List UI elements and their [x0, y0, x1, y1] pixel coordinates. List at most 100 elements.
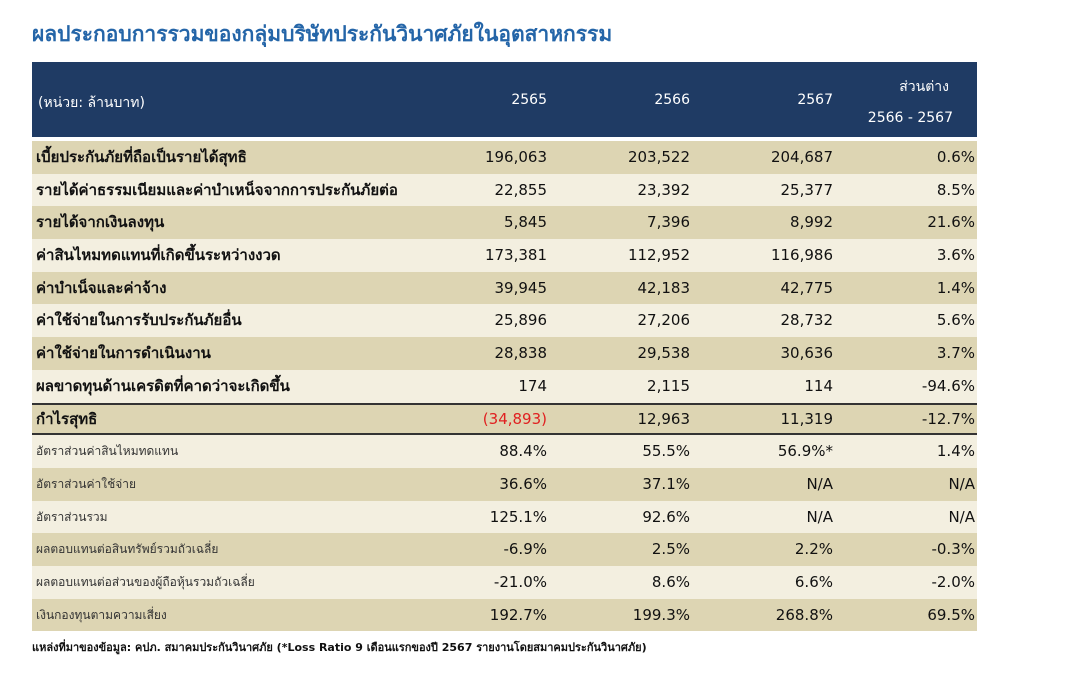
value-cell: 5,845 — [504, 213, 547, 232]
label-cell: กำไรสุทธิ — [36, 409, 98, 428]
value-cell: 1.4% — [936, 442, 975, 461]
table-row: ค่าใช้จ่ายในการรับประกันภัยอื่น 25,896 27,… — [32, 304, 977, 338]
value-cell: 204,687 — [770, 148, 833, 166]
value-cell: 3.6% — [936, 246, 975, 265]
table-row: ค่าสินไหมทดแทนที่เกิดขึ้นระหว่างงวด 173,3… — [32, 239, 977, 272]
value-cell: 8.6% — [651, 572, 690, 591]
value-cell: 56.9%* — [777, 442, 833, 461]
value-cell: 28,838 — [494, 344, 548, 363]
value-cell: 0.6% — [936, 148, 975, 166]
value-cell: -2.0% — [931, 572, 975, 591]
value-cell: -6.9% — [503, 540, 547, 559]
label-cell: อัตราส่วนค่าใช้จ่าย — [36, 476, 137, 491]
value-cell: 5.6% — [936, 311, 975, 330]
header-cell: ส่วนต่าง — [899, 79, 949, 95]
label-cell: อัตราส่วนรวม — [36, 509, 108, 524]
label-cell: ผลตอบแทนต่อส่วนของผู้ถือหุ้นรวมถัวเฉลี่ย — [36, 574, 255, 589]
value-cell: 8,992 — [790, 213, 833, 232]
label-cell: ค่าใช้จ่ายในการรับประกันภัยอื่น — [36, 311, 242, 330]
value-cell: -12.7% — [921, 409, 975, 428]
value-cell: 27,206 — [637, 311, 691, 330]
value-cell: -21.0% — [493, 572, 547, 591]
value-cell: 28,732 — [780, 311, 834, 330]
value-cell: 192.7% — [489, 605, 547, 624]
value-cell: -94.6% — [921, 376, 975, 395]
label-cell: เงินกองทุนตามความเสี่ยง — [36, 607, 167, 622]
table-row: ผลตอบแทนต่อส่วนของผู้ถือหุ้นรวมถัวเฉลี่ย… — [32, 565, 977, 599]
table-header: (หน่วย: ล้านบาท) 2565 2566 2567 ส่วนต่าง… — [32, 62, 977, 137]
label-cell: ค่าบำเน็จและค่าจ้าง — [36, 278, 167, 297]
table-row: เงินกองทุนตามความเสี่ยง 192.7% 199.3% 268.8… — [32, 598, 977, 632]
value-cell: 2,115 — [647, 376, 690, 395]
value-cell: N/A — [806, 507, 833, 526]
value-cell: 114 — [804, 376, 833, 395]
table-row: เบี้ยประกันภัยที่ถือเป็นรายได้สุทธิ 196,0… — [32, 141, 977, 174]
label-cell: ผลตอบแทนต่อสินทรัพย์รวมถัวเฉลี่ย — [36, 542, 219, 557]
value-cell: 37.1% — [642, 474, 690, 493]
value-cell: 196,063 — [484, 148, 547, 166]
table-body: เบี้ยประกันภัยที่ถือเป็นรายได้สุทธิ 196,0… — [32, 141, 977, 632]
value-cell: 12,963 — [637, 409, 691, 428]
label-cell: เบี้ยประกันภัยที่ถือเป็นรายได้สุทธิ — [36, 148, 247, 166]
value-cell: 21.6% — [927, 213, 975, 232]
value-cell: 268.8% — [775, 605, 833, 624]
value-cell: 88.4% — [499, 442, 547, 461]
value-cell: -0.3% — [931, 540, 975, 559]
table-row: รายได้จากเงินลงทุน 5,845 7,396 8,992 21.6% — [32, 206, 977, 240]
value-cell: 55.5% — [642, 442, 690, 461]
value-cell: 6.6% — [794, 572, 833, 591]
value-cell: 3.7% — [936, 344, 975, 363]
value-cell: 22,855 — [494, 180, 548, 199]
table-row: กำไรสุทธิ (34,893) 12,963 11,319 -12.7% — [32, 402, 977, 436]
value-cell: 174 — [518, 376, 547, 395]
table-row: อัตราส่วนค่าสินไหมทดแทน 88.4% 55.5% 56.9%* 1… — [32, 435, 977, 468]
table-row: อัตราส่วนรวม 125.1% 92.6% N/A N/A — [32, 500, 977, 534]
footnote: แหล่งที่มาของข้อมูล: คปภ. สมาคมประกันวิน… — [32, 641, 647, 654]
table: (หน่วย: ล้านบาท) 2565 2566 2567 ส่วนต่าง… — [32, 62, 977, 632]
value-cell: 199.3% — [632, 605, 690, 624]
value-cell: N/A — [948, 474, 975, 493]
value-cell: 8.5% — [936, 180, 975, 199]
label-cell: ผลขาดทุนด้านเครดิตที่คาดว่าจะเกิดขึ้น — [36, 376, 290, 395]
value-cell: 36.6% — [499, 474, 547, 493]
table-row: ผลตอบแทนต่อสินทรัพย์รวมถัวเฉลี่ย -6.9% 2.5… — [32, 533, 977, 566]
value-cell: 42,183 — [637, 278, 691, 297]
value-cell: 2.5% — [651, 540, 690, 559]
table-row: ค่าใช้จ่ายในการดำเนินงาน 28,838 29,538 30,6… — [32, 337, 977, 370]
header-cell: 2565 — [511, 92, 547, 108]
value-cell: 69.5% — [927, 605, 975, 624]
value-cell: 1.4% — [936, 278, 975, 297]
value-cell: 11,319 — [780, 409, 834, 428]
header-cell: 2566 - 2567 — [867, 110, 953, 126]
title: ผลประกอบการรวมของกลุ่มบริษัทประกันวินาศภ… — [32, 22, 613, 46]
value-cell: 173,381 — [484, 246, 547, 265]
value-cell: 25,377 — [780, 180, 834, 199]
label-cell: รายได้จากเงินลงทุน — [36, 213, 165, 232]
table-row: รายได้ค่าธรรมเนียมและค่าบำเหน็จจากการประ… — [32, 173, 977, 207]
table-row: อัตราส่วนค่าใช้จ่าย 36.6% 37.1% N/A N/A — [32, 467, 977, 501]
label-cell: รายได้ค่าธรรมเนียมและค่าบำเหน็จจากการประ… — [36, 180, 398, 199]
value-cell: 92.6% — [642, 507, 690, 526]
value-cell: 42,775 — [780, 278, 834, 297]
header-cell: 2567 — [797, 92, 833, 108]
value-cell: 125.1% — [489, 507, 547, 526]
value-cell: 25,896 — [494, 311, 548, 330]
value-cell: 29,538 — [637, 344, 691, 363]
value-cell: (34,893) — [482, 409, 547, 428]
header-cell: (หน่วย: ล้านบาท) — [38, 95, 145, 111]
table-row: ค่าบำเน็จและค่าจ้าง 39,945 42,183 42,775 1.4… — [32, 271, 977, 305]
value-cell: 30,636 — [780, 344, 834, 363]
value-cell: 23,392 — [637, 180, 691, 199]
value-cell: 112,952 — [627, 246, 690, 265]
value-cell: 203,522 — [627, 148, 690, 166]
value-cell: 7,396 — [647, 213, 690, 232]
header-cell: 2566 — [654, 92, 690, 108]
value-cell: N/A — [948, 507, 975, 526]
label-cell: ค่าใช้จ่ายในการดำเนินงาน — [36, 344, 211, 363]
value-cell: N/A — [806, 474, 833, 493]
label-cell: ค่าสินไหมทดแทนที่เกิดขึ้นระหว่างงวด — [36, 246, 281, 265]
value-cell: 2.2% — [794, 540, 833, 559]
value-cell: 116,986 — [770, 246, 833, 265]
value-cell: 39,945 — [494, 278, 548, 297]
